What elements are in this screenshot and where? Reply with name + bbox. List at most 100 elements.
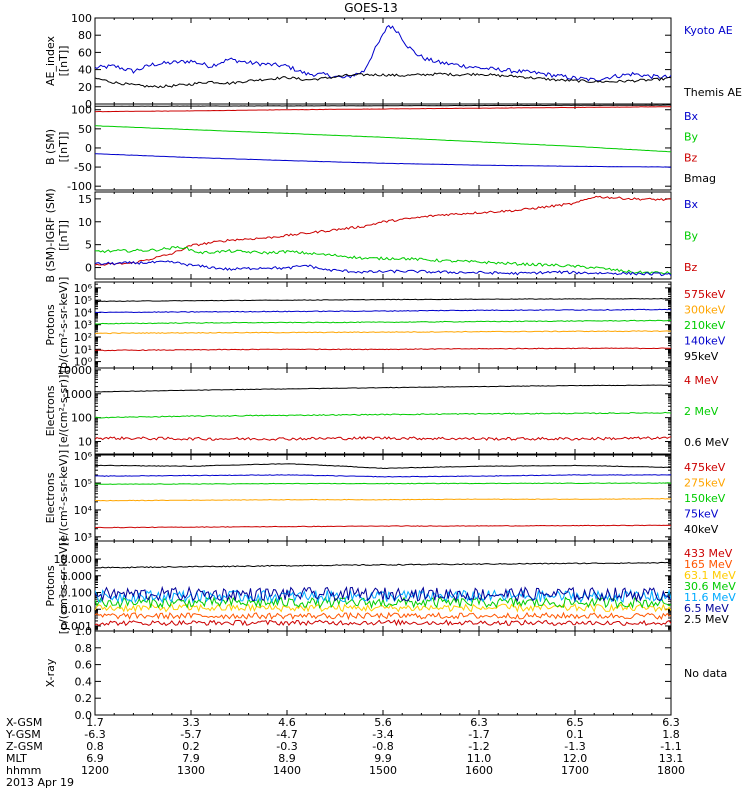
ephemeris-value: -0.8 [372,740,393,753]
y-tick-label: 10.000 [54,553,93,566]
y-tick-label: 5 [85,239,92,252]
panel-frame [94,630,672,716]
series-line-2.5-mev [95,561,671,569]
ephemeris-value: 1600 [465,764,493,777]
ephemeris-value: 8.9 [278,752,296,765]
legend-entry: 475keV [684,461,726,474]
panel-frame [94,540,672,632]
y-axis-label: Protons [44,304,57,345]
ephemeris-value: 1300 [177,764,205,777]
y-axis-units: [e/(cm²-s-sr)] [57,375,70,448]
legend-entry: 165 MeV [684,558,733,571]
y-tick-label: 1.0 [75,625,93,638]
panel-frame [94,281,672,369]
legend-entry: 575keV [684,288,726,301]
y-tick-label: 0.6 [75,659,93,672]
series-line-bx [95,153,671,168]
y-tick-label: 10² [74,331,92,344]
legend-entry: Kyoto AE [684,24,733,37]
ephemeris-value: 9.9 [374,752,392,765]
y-tick-label: 10⁵ [74,294,92,307]
ephemeris-value: 1200 [81,764,109,777]
y-tick-label: 60 [78,46,92,59]
legend-entry: 300keV [684,304,726,317]
panel-6: 10³ 10⁴ 10⁵ 10⁶ Electrons [e/(cm²-s-sr-keV)] 4… [44,450,726,546]
ephemeris-value: -1.3 [564,740,585,753]
y-axis-units: [p/(cm²-s-sr-keV)] [57,538,70,635]
ephemeris-value: -5.7 [180,728,201,741]
y-axis-label: Electrons [44,472,57,523]
legend-entry: Bx [684,110,699,123]
legend-entry: 4 MeV [684,374,719,387]
ephemeris-label: MLT [6,752,27,765]
ephemeris-table: X-GSM 1.7 3.3 4.6 5.6 6.3 6.5 6.3 Y-GSM -6.3 -5.7 -… [5,716,685,789]
ephemeris-value: 7.9 [182,752,200,765]
panel-frame [94,367,672,455]
legend-entry: Bz [684,151,698,164]
series-line-150kev [95,482,671,485]
ephemeris-value: 6.9 [86,752,104,765]
panel-2: -100 -50 0 50 100 B (SM) [[nT]] Bx By Bz Bmag [44,103,716,193]
legend-entry: 95keV [684,350,719,363]
series-line-433-mev [95,618,671,627]
y-tick-label: 10 [78,436,92,449]
y-tick-label: 10⁶ [74,282,93,295]
series-line-bz [95,106,671,113]
date-label: 2013 Apr 19 [6,776,74,789]
y-axis-label: Electrons [44,385,57,436]
y-tick-label: -50 [74,161,92,174]
series-line-themis-ae [95,72,671,89]
ephemeris-label: hhmm [6,764,41,777]
ephemeris-label: X-GSM [6,716,42,729]
legend-entry: Themis AE [683,86,742,99]
series-line-40kev [95,463,671,470]
ephemeris-value: 1400 [273,764,301,777]
ephemeris-value: 3.3 [182,716,200,729]
ephemeris-value: 6.3 [662,716,680,729]
y-axis-units: [[nT]] [57,132,70,163]
ephemeris-value: 11.0 [467,752,492,765]
series-line-by [95,245,671,275]
ephemeris-value: 0.1 [566,728,584,741]
y-tick-label: 10⁶ [74,450,93,463]
series-line-63.1-mev [95,603,671,613]
legend-entry: 6.5 MeV [684,602,729,615]
legend-entry: 63.1 MeV [684,569,736,582]
legend-entry: By [684,230,699,243]
ephemeris-value: 5.6 [374,716,392,729]
y-tick-label: 0 [85,262,92,275]
legend-entry: No data [684,667,727,680]
legend-entry: 11.6 MeV [684,591,736,604]
y-tick-label: 10⁴ [74,504,93,517]
y-tick-label: 100 [71,104,92,117]
series-line-140kev [95,308,671,314]
ephemeris-value: 4.6 [278,716,296,729]
series-line-275kev [95,497,671,502]
series-line-kyoto-ae [95,24,671,82]
y-tick-label: 0.010 [61,603,93,616]
y-tick-label: 15 [78,193,92,206]
y-tick-label: 100 [71,412,92,425]
ephemeris-value: -6.3 [84,728,105,741]
ephemeris-value: 6.5 [566,716,584,729]
series-line-210kev [95,319,671,325]
series-line-95kev [95,297,671,303]
legend-entry: 2 MeV [684,405,719,418]
y-axis-label: B (SM)-IGRF (SM) [44,188,57,282]
ephemeris-value: 1800 [657,764,685,777]
y-tick-label: 0.001 [61,620,93,633]
y-tick-label: 0.0 [75,709,93,722]
legend-entry: 433 MeV [684,547,733,560]
legend-entry: Bz [684,261,698,274]
ephemeris-value: 1.7 [86,716,104,729]
y-axis-label: X-ray [44,658,57,687]
y-tick-label: 100 [71,12,92,25]
y-tick-label: 0.100 [61,587,93,600]
panel-frame [94,454,672,542]
y-tick-label: 0.8 [75,642,93,655]
series-line-300kev [95,330,671,335]
